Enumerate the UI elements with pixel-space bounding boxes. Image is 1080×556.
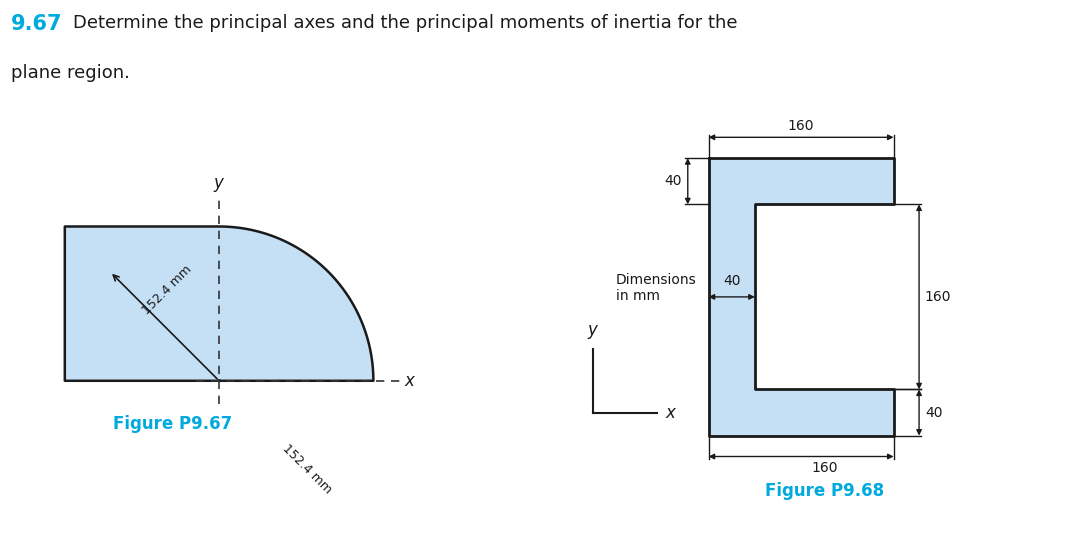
Text: Figure P9.67: Figure P9.67	[113, 415, 232, 433]
Text: $y$: $y$	[213, 176, 226, 194]
Text: 40: 40	[664, 174, 681, 188]
Polygon shape	[65, 226, 374, 381]
Text: 40: 40	[924, 405, 943, 420]
Text: plane region.: plane region.	[11, 64, 130, 82]
Text: 152.4 mm: 152.4 mm	[280, 441, 334, 496]
Text: 160: 160	[811, 461, 837, 475]
Text: $x$: $x$	[664, 404, 677, 421]
Text: 160: 160	[788, 118, 814, 133]
Text: $y$: $y$	[586, 323, 599, 341]
Text: 160: 160	[924, 290, 951, 304]
Text: Dimensions
in mm: Dimensions in mm	[616, 272, 697, 303]
Text: $x$: $x$	[404, 372, 417, 390]
Text: Determine the principal axes and the principal moments of inertia for the: Determine the principal axes and the pri…	[73, 14, 738, 32]
Polygon shape	[708, 158, 893, 436]
Text: 9.67: 9.67	[11, 14, 63, 34]
Text: 152.4 mm: 152.4 mm	[139, 263, 194, 317]
Text: Figure P9.68: Figure P9.68	[765, 482, 883, 500]
Text: 40: 40	[723, 274, 741, 287]
